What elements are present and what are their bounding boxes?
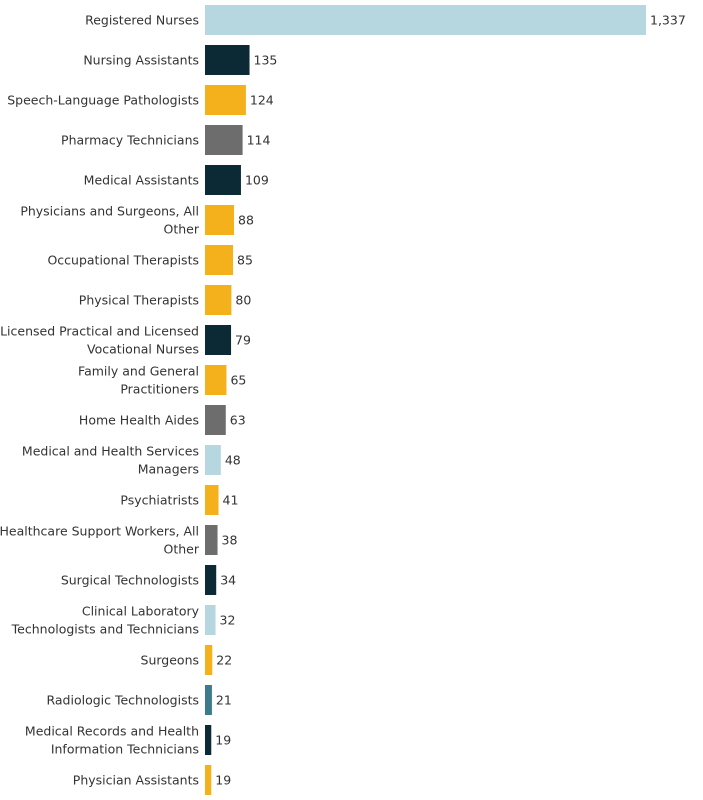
category-label-line: Physicians and Surgeons, All — [20, 204, 199, 219]
value-label: 19 — [215, 773, 231, 788]
value-label: 114 — [247, 133, 271, 148]
bar — [205, 645, 213, 675]
bar — [205, 365, 227, 395]
value-label: 124 — [250, 93, 274, 108]
bar — [205, 5, 646, 35]
value-label: 22 — [216, 653, 232, 668]
bar — [205, 205, 235, 235]
category-label-line: Medical Assistants — [84, 173, 199, 188]
category-label: Medical Records and Health Information Te… — [25, 724, 199, 757]
category-label-line: Home Health Aides — [79, 413, 199, 428]
category-label-line: Licensed Practical and Licensed — [0, 324, 199, 339]
category-labels-group: Registered Nurses Nursing Assistants Speec… — [0, 13, 200, 788]
category-label-line: Physical Therapists — [79, 293, 199, 308]
bar — [205, 725, 212, 755]
bar — [205, 765, 212, 795]
category-label: Medical Assistants — [84, 173, 199, 188]
category-label-line: Registered Nurses — [85, 13, 199, 28]
category-label-line: Information Technicians — [51, 742, 199, 757]
category-label-line: Occupational Therapists — [47, 253, 199, 268]
bar — [205, 45, 250, 75]
category-label-line: Medical Records and Health — [25, 724, 199, 739]
value-label: 48 — [225, 453, 241, 468]
bar — [205, 125, 243, 155]
category-label: Nursing Assistants — [83, 53, 199, 68]
value-label: 65 — [230, 373, 246, 388]
value-label: 21 — [216, 693, 232, 708]
bar — [205, 605, 216, 635]
category-label-line: Family and General — [78, 364, 199, 379]
value-label: 19 — [215, 733, 231, 748]
category-label-line: Surgeons — [141, 653, 199, 668]
category-label-line: Surgical Technologists — [61, 573, 199, 588]
value-label: 34 — [220, 573, 236, 588]
category-label: Registered Nurses — [85, 13, 199, 28]
category-label-line: Practitioners — [120, 382, 199, 397]
bar — [205, 165, 241, 195]
category-label-line: Pharmacy Technicians — [61, 133, 199, 148]
bar — [205, 485, 219, 515]
category-label: Healthcare Support Workers, All Other — [0, 524, 200, 557]
category-label: Home Health Aides — [79, 413, 199, 428]
category-label-line: Healthcare Support Workers, All — [0, 524, 199, 539]
category-label: Surgeons — [141, 653, 199, 668]
category-label-line: Physician Assistants — [73, 773, 199, 788]
category-label: Family and General Practitioners — [78, 364, 199, 397]
value-label: 1,337 — [650, 13, 686, 28]
value-label: 38 — [222, 533, 238, 548]
value-label: 109 — [245, 173, 269, 188]
category-label-line: Managers — [138, 462, 199, 477]
bar — [205, 685, 212, 715]
value-label: 80 — [235, 293, 251, 308]
category-label: Physical Therapists — [79, 293, 199, 308]
category-label-line: Psychiatrists — [120, 493, 199, 508]
bar — [205, 285, 232, 315]
category-label: Physicians and Surgeons, All Other — [20, 204, 200, 237]
bar — [205, 525, 218, 555]
category-label: Physician Assistants — [73, 773, 199, 788]
bar — [205, 245, 234, 275]
category-label: Occupational Therapists — [47, 253, 199, 268]
category-label: Clinical Laboratory Technologists and Tec… — [11, 604, 200, 637]
category-label: Pharmacy Technicians — [61, 133, 199, 148]
category-label: Speech-Language Pathologists — [7, 93, 199, 108]
value-label: 85 — [237, 253, 253, 268]
value-label: 88 — [238, 213, 254, 228]
value-label: 135 — [254, 53, 278, 68]
value-label: 32 — [220, 613, 236, 628]
category-label: Radiologic Technologists — [46, 693, 199, 708]
value-label: 41 — [223, 493, 239, 508]
category-label-line: Medical and Health Services — [22, 444, 199, 459]
bar — [205, 565, 217, 595]
category-label: Psychiatrists — [120, 493, 199, 508]
category-label: Licensed Practical and Licensed Vocationa… — [0, 324, 199, 357]
value-label: 79 — [235, 333, 251, 348]
bar — [205, 325, 232, 355]
bar — [205, 85, 246, 115]
bar — [205, 445, 221, 475]
bar — [205, 405, 226, 435]
value-label: 63 — [230, 413, 246, 428]
category-label-line: Clinical Laboratory — [82, 604, 200, 619]
category-label-line: Speech-Language Pathologists — [7, 93, 199, 108]
category-label-line: Nursing Assistants — [83, 53, 199, 68]
category-label-line: Other — [164, 222, 200, 237]
value-labels-group: 1,337 135 124 114 109 88 85 80 79 65 63 48 41 38 34 32 2… — [215, 13, 686, 788]
category-label-line: Technologists and Technicians — [11, 622, 199, 637]
category-label-line: Other — [164, 542, 200, 557]
category-label: Surgical Technologists — [61, 573, 199, 588]
category-label: Medical and Health Services Managers — [22, 444, 199, 477]
bars-group — [205, 5, 646, 795]
category-label-line: Radiologic Technologists — [46, 693, 199, 708]
category-label-line: Vocational Nurses — [87, 342, 199, 357]
